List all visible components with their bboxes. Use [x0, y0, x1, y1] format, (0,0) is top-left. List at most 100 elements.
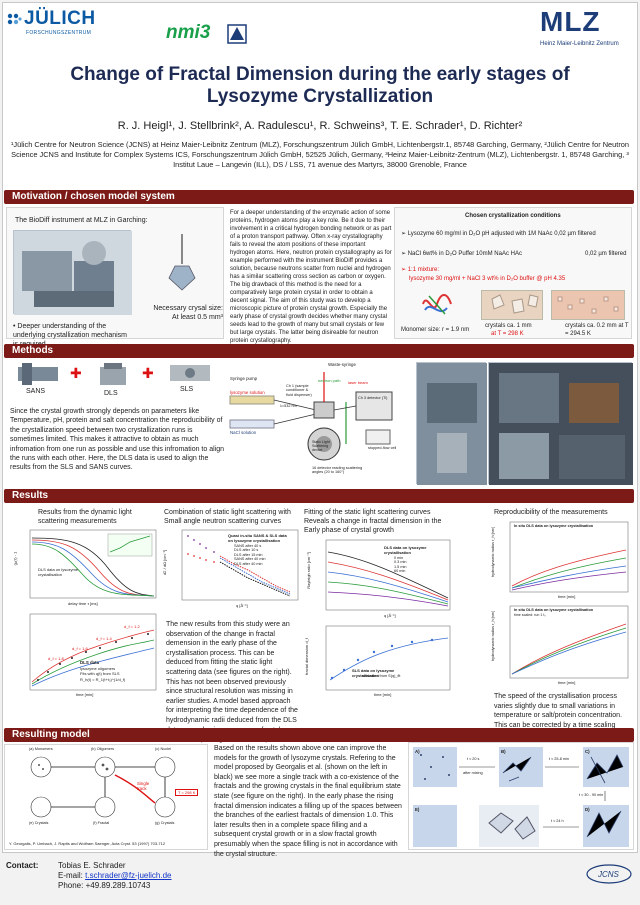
condition-2: ➢ NaCl 6wt% in D₂O Puffer 10mM NaAc HAc: [401, 251, 522, 257]
pump-channel-label: Ch 1 (sample conditioner & fluid dispens…: [286, 384, 312, 397]
sls-series-5: DLS after 40 min: [234, 561, 263, 566]
proposed-model-diagram: [413, 747, 629, 847]
juelich-logo: JÜLICH FORSCHUNGSZENTRUM: [6, 6, 95, 40]
condition-3-detail: lysozyme 30 mg/ml + NaCl 3 wt% in D₂O bu…: [409, 276, 566, 282]
setup-diagram: Syringe pump lysozyme solution NaCl solu…: [226, 362, 410, 482]
delay-axis-label: delay time τ [ms]: [68, 601, 98, 606]
repro-time-axis-1: time [min]: [558, 594, 576, 599]
sls-results-title: Combination of static light scattering w…: [164, 509, 291, 526]
mlz-name: MLZ: [540, 6, 601, 37]
fit-sls-plot: DLS data on lysozyme crystallisation 0 m…: [304, 538, 454, 622]
stopped-flow-label: stopped-flow cell: [368, 446, 397, 450]
affiliations: ¹Jülich Centre for Neutron Science (JCNS…: [10, 140, 630, 169]
lysozyme-structure: [419, 288, 455, 320]
fit-series-4: 60 min: [394, 569, 406, 574]
lab-photo-2: [488, 362, 633, 485]
fit-series-3: 1.5 min: [394, 564, 407, 569]
sans-instrument-icon: [18, 363, 58, 385]
fit-legend-title: DLS data on lysozyme crystallisation: [384, 545, 427, 555]
dls-label: DLS: [104, 390, 118, 397]
sls-device-label: Static Light Scattering device: [312, 440, 330, 453]
df-label-4: d_f = 1.8: [48, 656, 64, 661]
sls-series-2: DLS after 10 s: [234, 548, 259, 553]
crystal-size-label: Necessary crysal size:: [153, 305, 223, 312]
sls-series-4: SANS after 40 min: [234, 557, 266, 562]
repro-chart-2: [509, 605, 629, 679]
crystals-1mm: crystals ca. 1 mm: [485, 323, 532, 329]
crystals-large-icon: [491, 294, 539, 314]
condition-1: ➢ Lysozyme 60 mg/ml in D₂O pH adjusted w…: [401, 231, 596, 237]
fit2-series: evaluated from S(q)_fit: [362, 674, 401, 678]
sls-legend-title: Quasi in-situ SANS & SLS data on lysozym…: [228, 533, 287, 543]
crystals-02mm: crystals ca. 0.2 mm at T = 294.5 K: [565, 323, 629, 337]
title-line-1: Change of Fractal Dimension during the e…: [70, 64, 570, 85]
methods-paragraph: Since the crystal growth strongly depend…: [10, 408, 225, 472]
sls-sans-plot: Quasi in-situ SANS & SLS data on lysozym…: [162, 528, 300, 612]
new-results-paragraph: The new results from this study were an …: [166, 621, 298, 743]
mlz-sub: Heinz Maier-Leibnitz Zentrum: [540, 41, 619, 47]
poster-title: Change of Fractal Dimension during the e…: [20, 64, 620, 108]
syringe-pump-label: Syringe pump: [230, 376, 258, 381]
laser-label: laser beam: [348, 380, 368, 385]
lab-photo-1: [416, 362, 487, 485]
juelich-name: JÜLICH: [24, 8, 96, 29]
georgalis-model-figure: (a) Monomers (b) Oligomers (c) Nuclei (e…: [4, 744, 208, 850]
model-paragraph: Based on the results shown above one can…: [214, 745, 402, 858]
sls-legend-items: SANS after 40 s DLS after 10 s DLS after…: [234, 544, 265, 566]
detector-label: Ch 3 detector (Ti): [358, 396, 388, 400]
juelich-dots-icon: [7, 13, 22, 25]
crystal-photo-1: [481, 290, 543, 320]
fit-series-1: 0 min: [394, 556, 404, 560]
scattering-chart: [181, 529, 299, 601]
proposed-model-figure: A) B) C) D) E) t ≈ 20 s after mixing t ≈…: [408, 742, 634, 850]
time-label-1b: after mixing: [463, 771, 483, 775]
fractal-dimension-plot: SLS data on lysozyme crystallisation eva…: [304, 624, 454, 702]
crystal-photo-2: [551, 290, 625, 320]
sls-series-1: SANS after 40 s: [234, 544, 262, 548]
repro-chart-1: [509, 521, 629, 593]
dls-radius-plot: d_f = 1.2 d_f = 1.4 d_f = 1.6 d_f = 1.8 …: [8, 612, 160, 702]
repro-legend-1: In situ DLS data on lysozyme crystallisa…: [514, 524, 594, 528]
nacl-solution-label: NaCl solution: [230, 430, 257, 435]
sls-label: SLS: [180, 386, 194, 393]
crystals-small-icon: [557, 296, 619, 314]
protein-structure-icon: [422, 294, 452, 315]
repro-rh-axis-1: hydrodynamic radius r_h [nm]: [491, 526, 496, 578]
panel-c-label: C): [585, 749, 590, 754]
condition-3: ➢ 1:1 mixture:: [401, 267, 440, 273]
dls-legend: DLS data on lysozyme crystallisation: [38, 567, 79, 577]
biodiff-photo: [13, 230, 132, 315]
contact-email-row: E-mail: t.schrader@fz-juelich.de: [58, 871, 172, 881]
wavelength-label: λ=532 nm: [280, 404, 297, 408]
model-label-g: (g) Crystals: [155, 821, 175, 825]
title-line-2: Lysozyme Crystallization: [206, 86, 434, 107]
contact-email-link[interactable]: t.schrader@fz-juelich.de: [85, 871, 172, 880]
repro-time-axis-2: time [min]: [558, 680, 576, 685]
q-axis-label: q [Å⁻¹]: [236, 603, 248, 608]
angles-label: 16 detector reading scattering angles (2…: [312, 466, 363, 475]
contact-block: Tobias E. Schrader E-mail: t.schrader@fz…: [58, 861, 172, 891]
section-results: Results: [4, 489, 634, 503]
fit-series-2: 0.3 min: [394, 560, 407, 565]
contact-phone: Phone: +49.89.289.10743: [58, 881, 151, 890]
section-model: Resulting model: [4, 728, 634, 742]
df-label-3: d_f = 1.6: [72, 646, 88, 651]
model-label-a: (a) Monomers: [29, 747, 53, 751]
repro-plot-1: In situ DLS data on lysozyme crystallisa…: [488, 520, 632, 602]
fit-results-title: Fitting of the static light scattering c…: [304, 509, 442, 535]
section-methods: Methods: [4, 344, 634, 358]
crystal-icon: [168, 234, 196, 291]
model-label-c: (c) Nuclei: [155, 747, 172, 751]
time-label-4: t ≈ 24 h: [551, 819, 564, 823]
crystal-image: [157, 234, 207, 296]
juelich-sub: FORSCHUNGSZENTRUM: [26, 30, 92, 36]
sans-label: SANS: [26, 388, 46, 395]
institute-logo-icon: [227, 24, 247, 44]
panel-d-label: D): [585, 807, 590, 812]
sls-series-3: DLS after 15 min: [234, 552, 263, 557]
time-label-3: t ≈ 30 - 90 min: [579, 793, 604, 797]
single-track-label: Single track: [137, 781, 150, 791]
df-label-1: d_f = 1.2: [124, 624, 140, 629]
time-axis-label: time [min]: [76, 692, 94, 697]
time-label-2: t ≈ 25-8 min: [549, 757, 570, 761]
